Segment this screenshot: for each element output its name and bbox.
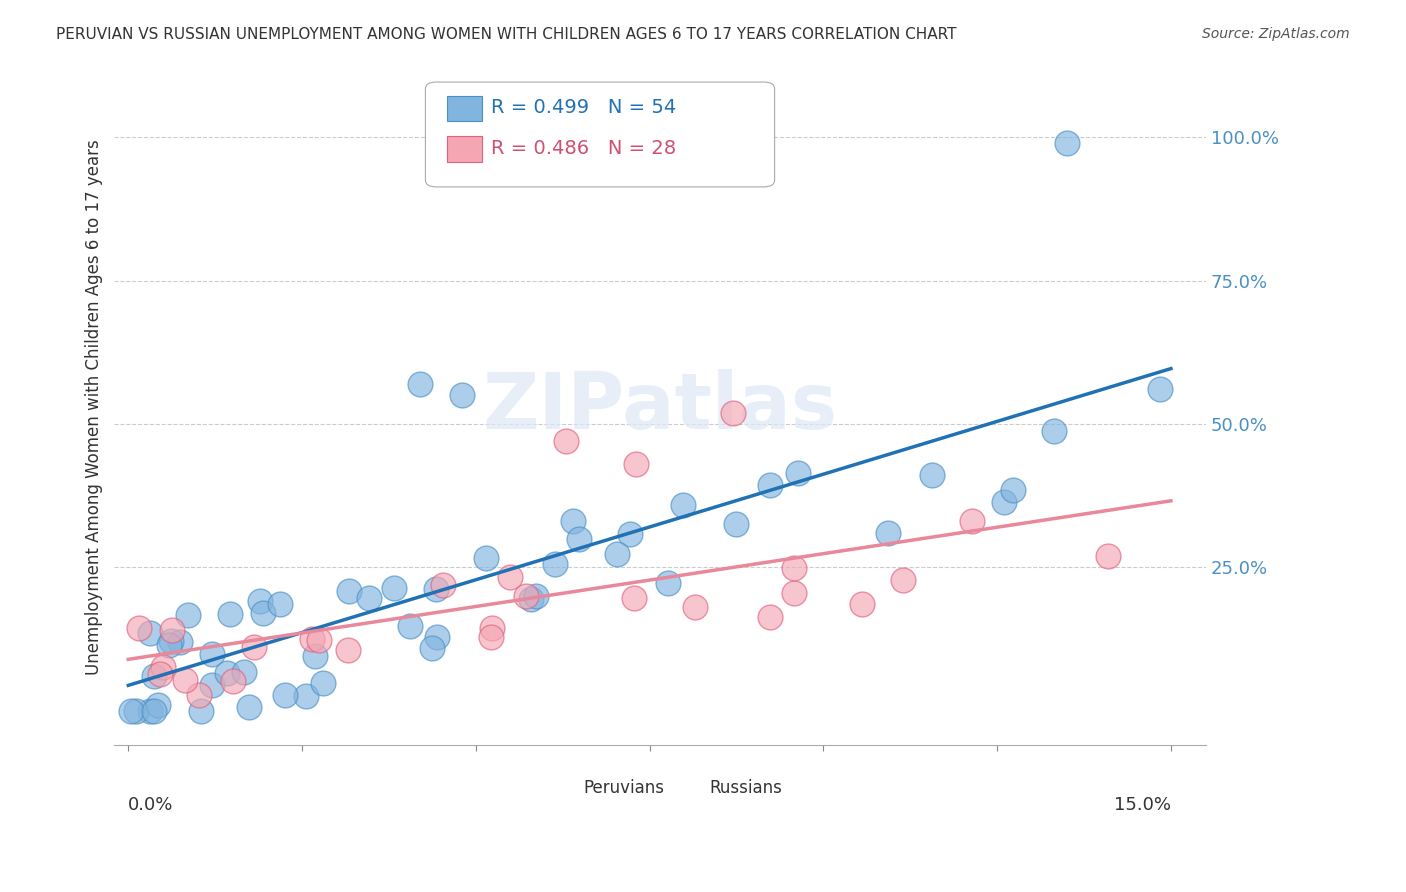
Point [783, 561, 806, 575]
Point [1002, 483, 1025, 497]
Point [142, 704, 165, 718]
Point [657, 576, 679, 591]
Point [451, 388, 474, 402]
Point [149, 666, 172, 681]
Point [243, 640, 266, 655]
Point [274, 688, 297, 702]
Point [685, 600, 707, 615]
Bar [546, 775, 576, 800]
Point [721, 405, 744, 419]
Point [336, 643, 359, 657]
Point [520, 591, 543, 606]
Point [152, 660, 174, 674]
Point [146, 698, 169, 712]
Point [1149, 382, 1171, 396]
Point [420, 641, 443, 656]
Y-axis label: Unemployment Among Women with Children Ages 6 to 17 years: Unemployment Among Women with Children A… [86, 139, 103, 674]
Bar [671, 775, 702, 800]
Point [561, 514, 583, 528]
Point [139, 626, 162, 640]
Point [921, 468, 943, 483]
Bar [447, 95, 482, 121]
Point [851, 597, 873, 611]
Point [174, 673, 197, 687]
Point [619, 527, 641, 541]
Point [238, 699, 260, 714]
Point [1056, 136, 1078, 150]
Point [876, 525, 898, 540]
Point [409, 376, 432, 391]
Point [425, 582, 447, 596]
Point [759, 478, 782, 492]
Point [128, 621, 150, 635]
Point [481, 621, 503, 635]
Point [474, 551, 496, 566]
Point [177, 608, 200, 623]
Point [125, 704, 148, 718]
Point [891, 574, 914, 588]
Point [382, 582, 405, 596]
Point [624, 457, 647, 471]
Point [759, 610, 782, 624]
Text: 15.0%: 15.0% [1114, 796, 1171, 814]
Point [623, 591, 645, 605]
Text: PERUVIAN VS RUSSIAN UNEMPLOYMENT AMONG WOMEN WITH CHILDREN AGES 6 TO 17 YEARS CO: PERUVIAN VS RUSSIAN UNEMPLOYMENT AMONG W… [56, 27, 956, 42]
Text: R = 0.486   N = 28: R = 0.486 N = 28 [491, 139, 676, 158]
Point [337, 584, 360, 599]
Point [301, 632, 323, 646]
Point [159, 634, 181, 648]
Point [993, 494, 1015, 508]
Point [960, 514, 983, 528]
Point [190, 704, 212, 718]
Point [606, 547, 628, 561]
Point [724, 517, 747, 532]
Point [215, 666, 238, 681]
Point [555, 434, 578, 449]
Point [524, 589, 547, 603]
Point [269, 598, 291, 612]
Text: Russians: Russians [709, 779, 782, 797]
Point [782, 586, 804, 600]
Text: 0.0%: 0.0% [128, 796, 174, 814]
Point [219, 607, 242, 622]
Point [515, 589, 537, 603]
Point [233, 665, 256, 680]
Point [399, 619, 422, 633]
Point [222, 674, 245, 689]
Point [200, 647, 222, 661]
Point [304, 648, 326, 663]
Point [359, 591, 381, 605]
Point [568, 533, 591, 547]
Point [169, 635, 191, 649]
Point [498, 570, 520, 584]
Point [672, 499, 695, 513]
Point [1042, 424, 1064, 438]
Point [252, 606, 274, 620]
Point [139, 704, 162, 718]
Point [544, 557, 567, 571]
Point [249, 594, 271, 608]
Text: ZIPatlas: ZIPatlas [482, 368, 838, 445]
Point [160, 623, 183, 637]
Point [1097, 549, 1119, 564]
Point [312, 676, 335, 690]
Text: Source: ZipAtlas.com: Source: ZipAtlas.com [1202, 27, 1350, 41]
Point [426, 631, 449, 645]
Point [157, 639, 180, 653]
Text: Peruvians: Peruvians [583, 779, 665, 797]
Point [201, 678, 224, 692]
FancyBboxPatch shape [426, 82, 775, 187]
Point [295, 689, 318, 703]
Text: R = 0.499   N = 54: R = 0.499 N = 54 [491, 98, 676, 117]
Point [142, 669, 165, 683]
Point [787, 466, 810, 480]
Point [479, 630, 502, 644]
Point [120, 704, 142, 718]
Point [432, 578, 454, 592]
Point [308, 632, 330, 647]
Bar [447, 136, 482, 161]
Point [188, 688, 211, 702]
